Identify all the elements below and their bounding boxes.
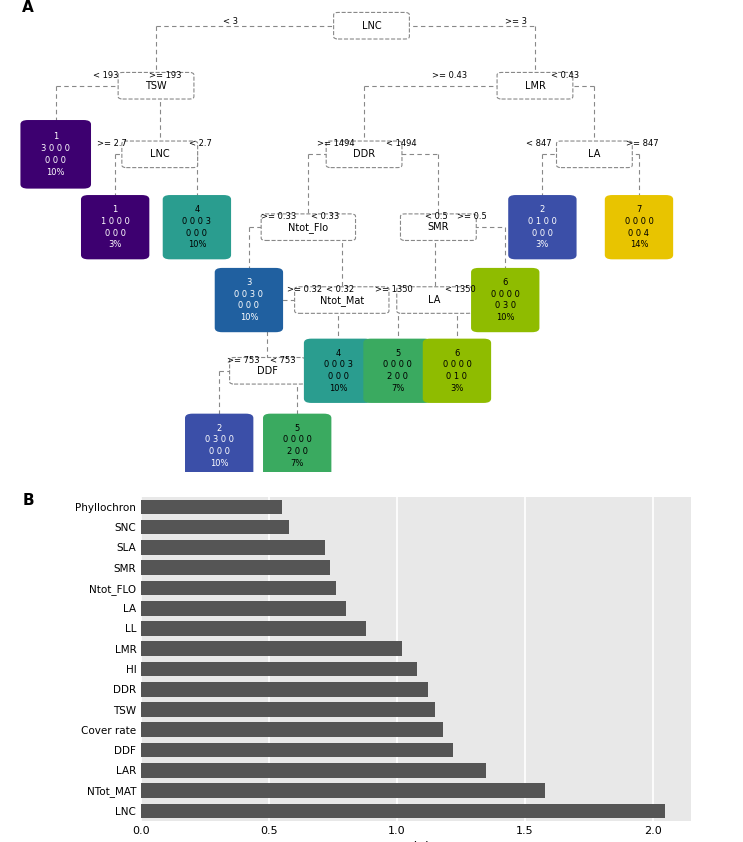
Text: 2
0 1 0 0
0 0 0
3%: 2 0 1 0 0 0 0 0 3%: [528, 205, 557, 249]
Bar: [141, 540, 325, 555]
Text: < 0.33: < 0.33: [311, 212, 340, 221]
Bar: [141, 682, 427, 696]
Text: 5
0 0 0 0
2 0 0
7%: 5 0 0 0 0 2 0 0 7%: [383, 349, 412, 393]
Text: 4
0 0 0 3
0 0 0
10%: 4 0 0 0 3 0 0 0 10%: [323, 349, 353, 393]
FancyBboxPatch shape: [122, 141, 198, 168]
Bar: [141, 702, 435, 717]
Bar: [141, 722, 443, 737]
FancyBboxPatch shape: [20, 120, 91, 189]
Bar: [141, 520, 290, 535]
Text: 6
0 0 0 0
0 3 0
10%: 6 0 0 0 0 0 3 0 10%: [491, 278, 519, 322]
Bar: [141, 783, 545, 798]
Text: 4
0 0 0 3
0 0 0
10%: 4 0 0 0 3 0 0 0 10%: [182, 205, 212, 249]
FancyBboxPatch shape: [508, 195, 577, 259]
FancyBboxPatch shape: [400, 214, 476, 241]
FancyBboxPatch shape: [81, 195, 149, 259]
FancyBboxPatch shape: [163, 195, 231, 259]
Text: TSW: TSW: [145, 81, 167, 91]
Text: 2
0 3 0 0
0 0 0
10%: 2 0 3 0 0 0 0 0 10%: [204, 424, 234, 468]
FancyBboxPatch shape: [263, 413, 331, 478]
Text: SMR: SMR: [428, 222, 449, 232]
Text: < 0.32: < 0.32: [326, 285, 354, 294]
Text: >= 1350: >= 1350: [375, 285, 412, 294]
Bar: [141, 743, 453, 757]
Text: >= 3: >= 3: [505, 17, 528, 26]
Bar: [141, 662, 418, 676]
FancyBboxPatch shape: [215, 268, 283, 333]
Text: < 0.43: < 0.43: [551, 71, 579, 80]
Bar: [141, 763, 487, 778]
FancyBboxPatch shape: [295, 287, 389, 313]
Text: 6
0 0 0 0
0 1 0
3%: 6 0 0 0 0 0 1 0 3%: [443, 349, 471, 393]
Text: < 753: < 753: [270, 356, 295, 365]
Text: < 0.5: < 0.5: [425, 212, 448, 221]
Bar: [141, 601, 345, 616]
Bar: [141, 581, 336, 595]
Text: Ntot_Mat: Ntot_Mat: [319, 295, 364, 306]
Text: >= 753: >= 753: [227, 356, 259, 365]
Text: LMR: LMR: [525, 81, 545, 91]
Text: >= 0.43: >= 0.43: [432, 71, 467, 80]
Text: >= 0.33: >= 0.33: [261, 212, 296, 221]
Text: >= 193: >= 193: [149, 71, 181, 80]
Text: < 193: < 193: [93, 71, 119, 80]
Bar: [141, 621, 366, 636]
Text: < 2.7: < 2.7: [189, 139, 212, 148]
Text: < 847: < 847: [526, 139, 551, 148]
Text: 5
0 0 0 0
2 0 0
7%: 5 0 0 0 0 2 0 0 7%: [283, 424, 311, 468]
FancyBboxPatch shape: [326, 141, 402, 168]
Text: 3
0 0 3 0
0 0 0
10%: 3 0 0 3 0 0 0 0 10%: [234, 278, 264, 322]
Text: >= 0.32: >= 0.32: [287, 285, 322, 294]
Bar: [141, 642, 402, 656]
Text: LA: LA: [429, 295, 441, 305]
FancyBboxPatch shape: [471, 268, 539, 333]
Text: B: B: [22, 493, 34, 508]
FancyBboxPatch shape: [605, 195, 673, 259]
Text: LNC: LNC: [362, 21, 381, 30]
Text: >= 847: >= 847: [626, 139, 659, 148]
FancyBboxPatch shape: [334, 13, 409, 39]
Text: DDR: DDR: [353, 149, 375, 159]
Text: DDF: DDF: [257, 365, 278, 376]
Text: LNC: LNC: [150, 149, 169, 159]
Text: A: A: [22, 0, 34, 15]
Text: < 1494: < 1494: [386, 139, 417, 148]
Text: >= 2.7: >= 2.7: [97, 139, 126, 148]
Text: >= 1494: >= 1494: [317, 139, 355, 148]
Text: LA: LA: [588, 149, 600, 159]
FancyBboxPatch shape: [118, 72, 194, 99]
Text: >= 0.5: >= 0.5: [457, 212, 487, 221]
FancyBboxPatch shape: [262, 214, 355, 241]
Bar: [141, 803, 666, 818]
Bar: [141, 499, 282, 514]
FancyBboxPatch shape: [423, 338, 491, 403]
Text: 7
0 0 0 0
0 0 4
14%: 7 0 0 0 0 0 0 4 14%: [625, 205, 653, 249]
FancyBboxPatch shape: [185, 413, 253, 478]
Text: < 1350: < 1350: [445, 285, 476, 294]
FancyBboxPatch shape: [363, 338, 432, 403]
FancyBboxPatch shape: [497, 72, 573, 99]
Text: < 3: < 3: [223, 17, 238, 26]
Text: 1
1 0 0 0
0 0 0
3%: 1 1 0 0 0 0 0 0 3%: [101, 205, 129, 249]
FancyBboxPatch shape: [304, 338, 372, 403]
FancyBboxPatch shape: [397, 287, 473, 313]
FancyBboxPatch shape: [557, 141, 632, 168]
Bar: [141, 561, 331, 575]
Text: 1
3 0 0 0
0 0 0
10%: 1 3 0 0 0 0 0 0 10%: [41, 132, 71, 177]
FancyBboxPatch shape: [230, 358, 305, 384]
Text: Ntot_Flo: Ntot_Flo: [288, 221, 328, 232]
